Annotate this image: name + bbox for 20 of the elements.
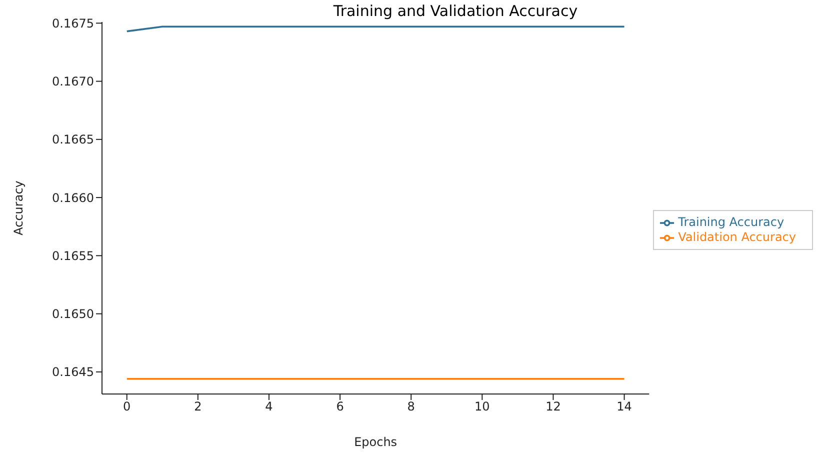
x-tick-label: 2 [194,400,202,414]
x-axis-title: Epochs [354,435,398,449]
x-tick-label: 6 [336,400,344,414]
y-axis-title: Accuracy [11,180,26,236]
y-tick-label: 0.1665 [52,132,94,147]
y-tick-label: 0.1670 [52,74,94,89]
y-tick-label: 0.1645 [52,365,94,380]
x-tick-label: 0 [123,400,131,414]
y-tick-label: 0.1660 [52,190,94,205]
y-tick-label: 0.1675 [52,16,94,30]
chart-title: Training and Validation Accuracy [332,2,579,20]
x-tick-label: 8 [407,400,415,414]
x-tick-label: 4 [265,400,273,414]
x-tick-label: 10 [474,400,490,414]
y-tick-label: 0.1655 [52,248,94,263]
x-tick-label: 14 [616,400,632,414]
x-tick-label: 12 [546,400,561,414]
legend-label: Training Accuracy [678,215,784,230]
y-tick-label: 0.1650 [52,307,94,322]
legend-label: Validation Accuracy [678,230,796,244]
